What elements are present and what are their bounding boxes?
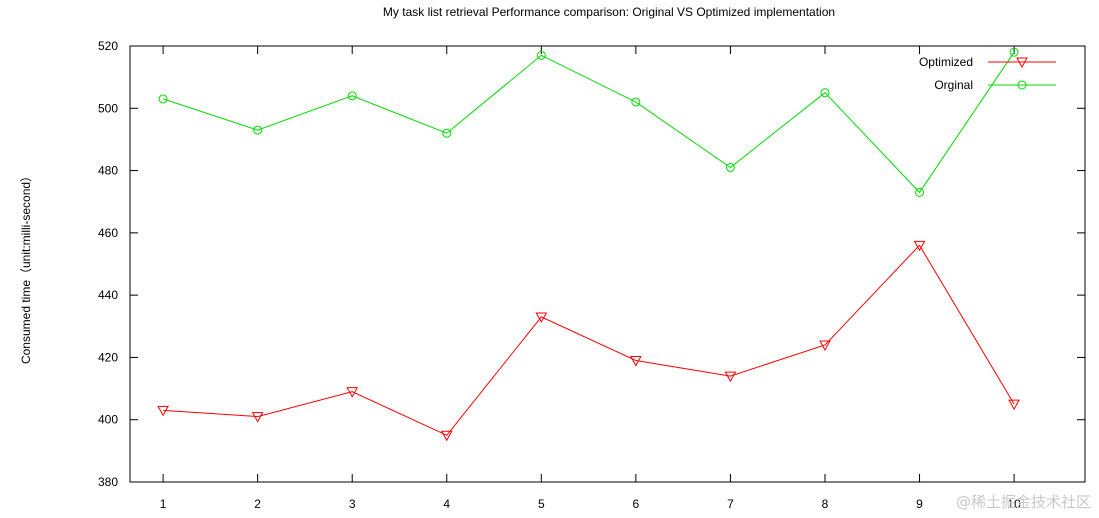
data-point: [535, 312, 548, 323]
data-point: [157, 405, 169, 417]
y-tick-label: 400: [98, 413, 118, 427]
data-point: [346, 387, 359, 398]
data-point: [915, 187, 925, 197]
y-tick-label: 380: [98, 475, 118, 489]
data-point: [631, 97, 641, 107]
legend-label: Optimized: [919, 55, 973, 69]
legend: Optimized Orginal: [919, 55, 1056, 92]
data-point: [253, 125, 263, 135]
data-point: [440, 430, 453, 442]
data-point: [442, 128, 452, 138]
data-point: [819, 340, 831, 352]
x-tick-label: 9: [916, 497, 923, 511]
y-tick-label: 480: [98, 164, 118, 178]
y-axis-label: Consumed time（unit:milli-second）: [19, 170, 33, 364]
x-tick-label: 6: [633, 497, 640, 511]
x-tick-label: 4: [443, 497, 450, 511]
chart-title: My task list retrieval Performance compa…: [383, 5, 835, 19]
data-point: [1009, 47, 1019, 57]
x-tick-label: 3: [349, 497, 356, 511]
data-point: [158, 94, 168, 104]
data-point: [820, 88, 830, 98]
legend-marker: [1016, 57, 1028, 69]
data-point: [251, 412, 264, 423]
series-orginal: [158, 47, 1019, 197]
y-tick-label: 420: [98, 350, 118, 364]
axis-ticks: [130, 45, 1085, 483]
series-line: [162, 51, 1015, 194]
x-tick-label: 1: [160, 497, 167, 511]
x-tick-label: 7: [727, 497, 734, 511]
x-tick-label: 10: [1007, 497, 1021, 511]
legend-label: Orginal: [934, 78, 973, 92]
x-tick-label: 5: [538, 497, 545, 511]
y-tick-label: 440: [98, 288, 118, 302]
x-tick-label: 2: [254, 497, 261, 511]
y-tick-label: 460: [98, 226, 118, 240]
data-point: [347, 91, 357, 101]
series-lines: [157, 47, 1020, 442]
axis-tick-labels: 380 400 420 440 460 480 500 520 1 2 3 4 5 6 7 8 9 10: [98, 39, 1021, 511]
data-point: [913, 240, 926, 252]
data-point: [1008, 399, 1020, 411]
legend-marker: [1017, 80, 1027, 90]
data-point: [725, 162, 735, 172]
series-optimized: [157, 240, 1020, 442]
data-point: [630, 356, 642, 367]
plot-frame: [129, 45, 1086, 483]
y-tick-label: 500: [98, 101, 118, 115]
data-point: [536, 50, 546, 60]
x-tick-label: 8: [822, 497, 829, 511]
y-tick-label: 520: [98, 39, 118, 53]
data-point: [724, 371, 737, 383]
watermark: @稀土掘金技术社区: [955, 493, 1091, 511]
series-line: [163, 244, 1015, 436]
